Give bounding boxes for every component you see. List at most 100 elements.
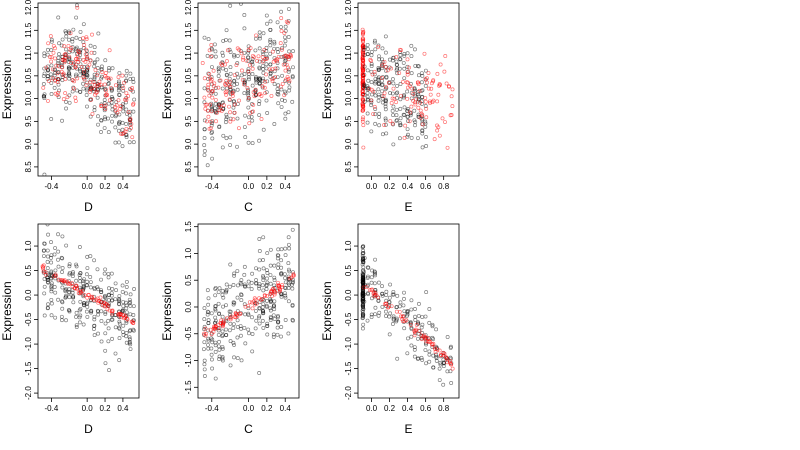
y-tick-label: 0.0 [344, 289, 353, 301]
data-point [402, 113, 407, 117]
data-point [254, 266, 258, 271]
data-point [426, 86, 431, 91]
data-point [239, 278, 244, 283]
data-point [423, 103, 428, 108]
data-point [210, 136, 215, 141]
data-point [82, 77, 87, 82]
data-point [369, 287, 374, 292]
data-point [110, 107, 115, 112]
data-point [250, 83, 255, 88]
data-point [96, 122, 100, 127]
data-point [373, 112, 378, 117]
data-point [282, 93, 287, 98]
data-point [209, 47, 214, 52]
y-tick-label: 12.0 [344, 0, 353, 15]
data-point [247, 300, 252, 305]
data-point [256, 54, 261, 59]
data-point [232, 53, 237, 57]
data-point [246, 87, 251, 92]
data-point [210, 106, 215, 111]
data-point [87, 62, 92, 67]
data-point [238, 280, 243, 285]
data-point [210, 89, 215, 94]
data-point [206, 302, 211, 307]
data-point [52, 67, 57, 72]
data-point [280, 73, 285, 78]
data-point [207, 93, 212, 98]
data-point [447, 84, 451, 89]
data-point [124, 122, 129, 126]
data-point [85, 55, 90, 59]
data-point [380, 57, 385, 62]
data-point [279, 292, 284, 297]
data-point [45, 266, 50, 271]
data-point [250, 59, 255, 64]
data-point [106, 116, 111, 121]
data-point [369, 98, 374, 103]
data-point [271, 313, 276, 318]
data-point [95, 57, 100, 62]
data-point [238, 311, 243, 316]
data-point [384, 68, 388, 73]
data-point [220, 329, 225, 334]
data-point [242, 282, 247, 287]
data-point [75, 53, 80, 58]
data-point [49, 117, 54, 121]
data-point [208, 76, 212, 81]
data-point [389, 101, 394, 105]
y-tick-label: 12.0 [24, 0, 33, 15]
data-point [286, 18, 291, 23]
data-point [109, 95, 114, 99]
data-point [45, 74, 50, 79]
data-point [265, 79, 270, 84]
data-point [106, 130, 111, 135]
data-point [431, 365, 436, 370]
x-tick-label: 0.0 [243, 404, 255, 413]
data-point [66, 43, 71, 48]
data-point [100, 70, 105, 75]
data-point [223, 82, 227, 86]
data-point [239, 3, 243, 6]
data-point [221, 38, 226, 43]
data-point [231, 326, 236, 330]
data-point [398, 82, 403, 86]
data-point [253, 326, 258, 331]
data-point [362, 299, 367, 304]
data-point [250, 141, 255, 146]
data-point [283, 276, 287, 281]
data-point [95, 87, 100, 92]
data-point [369, 80, 374, 85]
x-tick-label: 0.4 [280, 182, 292, 191]
data-point [132, 97, 137, 102]
data-point [81, 36, 85, 41]
data-point [103, 71, 108, 75]
data-point [249, 280, 254, 285]
data-point [268, 51, 273, 56]
data-point [420, 331, 425, 335]
data-point [362, 64, 367, 69]
data-point [81, 86, 86, 91]
data-point [49, 269, 54, 274]
data-point [287, 276, 292, 281]
data-point [85, 56, 90, 61]
x-tick-label: 0.2 [384, 182, 396, 191]
data-point [209, 54, 213, 59]
data-point [53, 290, 58, 295]
data-point [71, 65, 75, 70]
data-point [360, 37, 365, 42]
data-point [212, 81, 217, 86]
data-point [369, 280, 374, 285]
data-point [81, 285, 86, 290]
data-point [116, 128, 121, 133]
data-point [283, 68, 288, 73]
data-point [74, 88, 79, 93]
data-point [235, 46, 240, 51]
data-point [380, 304, 385, 309]
data-point [42, 241, 47, 246]
data-point [279, 25, 283, 29]
data-point [210, 366, 215, 371]
data-point [103, 321, 108, 326]
data-point [84, 37, 89, 41]
y-tick-label: 11.0 [344, 45, 353, 61]
data-point [373, 257, 378, 262]
